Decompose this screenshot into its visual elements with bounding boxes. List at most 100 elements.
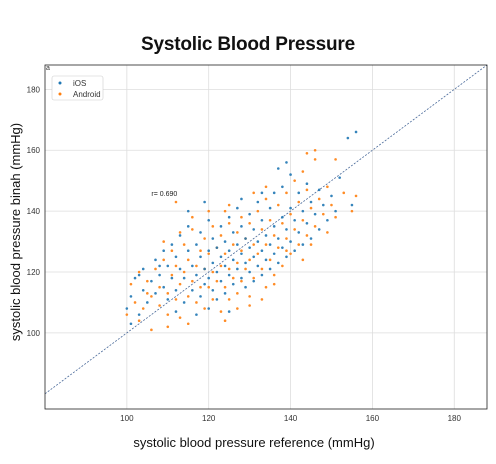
ios-point: [256, 264, 260, 268]
ios-point: [231, 282, 235, 286]
android-point: [240, 279, 243, 283]
ios-point: [195, 243, 198, 246]
android-point: [260, 267, 264, 271]
ios-point: [207, 307, 211, 310]
android-point: [330, 203, 333, 207]
ios-point: [285, 161, 288, 164]
android-point: [150, 295, 153, 298]
x-tick-label: 100: [120, 414, 134, 423]
ios-point: [260, 249, 264, 252]
legend-ios-label: iOS: [73, 79, 86, 88]
ios-point: [199, 295, 202, 298]
x-axis-title: systolic blood pressure reference (mmHg): [133, 435, 374, 450]
android-point: [317, 197, 321, 201]
ios-point: [227, 310, 231, 313]
android-point: [248, 295, 251, 298]
x-tick-labels: 100 120 140 160 180: [120, 414, 461, 423]
android-point: [186, 295, 190, 298]
android-point: [174, 264, 178, 268]
android-point: [342, 191, 346, 195]
y-tick-label: 100: [27, 329, 41, 338]
ios-point: [182, 301, 186, 304]
android-point: [223, 319, 227, 323]
panel-label: a: [46, 65, 50, 72]
y-axis-title: systolic blood pressure binah (mmHg): [8, 123, 23, 341]
android-point: [305, 151, 309, 155]
android-point: [174, 298, 178, 301]
ios-point: [158, 273, 161, 277]
ios-point: [244, 285, 247, 289]
android-point: [133, 301, 137, 304]
android-point: [252, 191, 256, 195]
android-point: [301, 218, 305, 222]
ios-point: [141, 288, 145, 292]
x-tick-label: 120: [202, 414, 216, 423]
ios-point: [154, 292, 157, 295]
android-point: [313, 148, 317, 152]
ios-point: [240, 276, 243, 280]
android-point: [170, 273, 174, 277]
ios-point: [215, 298, 219, 301]
data-points: [125, 130, 358, 332]
android-point: [199, 249, 202, 252]
ios-point: [240, 252, 243, 256]
android-point: [203, 237, 206, 240]
android-point: [207, 285, 211, 289]
android-point: [326, 185, 329, 189]
ios-point: [178, 267, 182, 271]
android-point: [281, 222, 284, 225]
ios-point: [252, 228, 256, 231]
android-point: [129, 282, 133, 286]
ios-point: [236, 243, 239, 246]
ios-point: [240, 197, 243, 201]
y-tick-label: 140: [27, 207, 41, 216]
ios-point: [199, 231, 202, 234]
ios-point: [231, 231, 235, 234]
ios-point: [207, 249, 211, 252]
android-point: [211, 298, 215, 301]
android-point: [264, 285, 268, 289]
android-point: [268, 258, 272, 262]
android-point: [170, 249, 174, 252]
ios-point: [330, 194, 333, 198]
ios-point: [289, 206, 292, 210]
android-point: [166, 313, 170, 316]
android-point: [125, 313, 129, 316]
ios-point: [309, 200, 313, 204]
ios-point: [281, 185, 284, 189]
ios-point: [297, 231, 301, 234]
ios-point: [219, 279, 223, 283]
android-point: [223, 252, 227, 256]
ios-point: [219, 225, 223, 228]
android-point: [178, 316, 182, 319]
ios-point: [293, 218, 296, 222]
android-point: [211, 270, 215, 274]
ios-point: [227, 273, 231, 277]
ios-point: [285, 228, 288, 231]
android-point: [285, 249, 288, 252]
android-point: [223, 285, 227, 289]
legend-android-marker: [58, 92, 62, 96]
ios-point: [223, 292, 227, 295]
ios-point: [146, 301, 149, 304]
android-point: [146, 279, 149, 283]
android-point: [236, 292, 239, 295]
android-point: [293, 228, 296, 231]
ios-point: [276, 261, 280, 265]
ios-point: [199, 255, 202, 259]
android-point: [301, 170, 305, 173]
android-point: [195, 264, 198, 268]
android-point: [195, 301, 198, 304]
ios-point: [346, 136, 350, 140]
ios-point: [236, 206, 239, 210]
android-point: [223, 209, 227, 213]
ios-point: [317, 188, 321, 192]
ios-point: [137, 313, 141, 316]
android-point: [203, 307, 206, 310]
ios-point: [321, 203, 325, 207]
x-tick-label: 140: [284, 414, 298, 423]
ios-point: [248, 246, 251, 249]
android-point: [166, 292, 170, 295]
ios-point: [203, 200, 206, 204]
